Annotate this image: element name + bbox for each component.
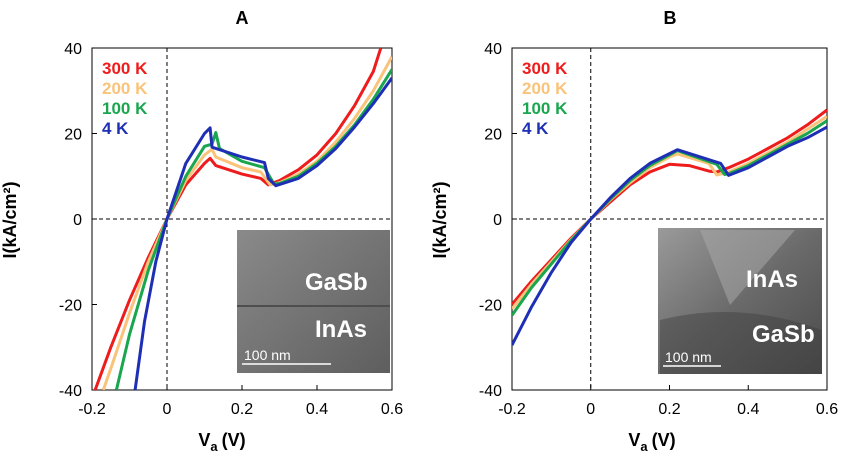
legend-entry: 300 K xyxy=(102,59,148,78)
legend-entry: 200 K xyxy=(102,79,148,98)
y-axis-label: I(kA/cm²) xyxy=(430,181,450,258)
x-tick-label: 0 xyxy=(586,401,595,418)
y-tick-label: -20 xyxy=(479,298,502,315)
x-tick-label: 0.2 xyxy=(658,401,680,418)
panel-title: A xyxy=(236,8,249,28)
x-axis-label: Va (V) xyxy=(628,430,675,454)
y-tick-label: 40 xyxy=(484,41,502,58)
x-tick-label: 0.4 xyxy=(306,401,328,418)
inset-texture xyxy=(660,312,822,374)
scale-bar-label: 100 nm xyxy=(244,347,291,363)
scale-bar-label: 100 nm xyxy=(665,349,712,365)
y-tick-label: 20 xyxy=(484,127,502,144)
inset-label-inas: InAs xyxy=(746,266,798,293)
x-tick-label: 0.6 xyxy=(381,401,403,418)
inset-texture xyxy=(700,230,795,305)
inset-label-gasb: GaSb xyxy=(305,269,368,296)
x-tick-label: -0.2 xyxy=(498,401,526,418)
x-tick-label: -0.2 xyxy=(78,401,106,418)
legend-entry: 200 K xyxy=(522,79,568,98)
series-line-200k xyxy=(101,55,392,390)
y-tick-label: -40 xyxy=(479,383,502,400)
legend-entry: 4 K xyxy=(522,119,549,138)
inset-label-inas: InAs xyxy=(315,316,367,343)
x-tick-label: 0.4 xyxy=(737,401,759,418)
x-tick-label: 0.6 xyxy=(816,401,838,418)
panel-title: B xyxy=(664,8,677,28)
y-tick-label: 0 xyxy=(73,212,82,229)
y-tick-label: 20 xyxy=(64,127,82,144)
y-tick-label: 40 xyxy=(64,41,82,58)
inset-label-gasb: GaSb xyxy=(752,321,815,348)
y-tick-label: -40 xyxy=(59,383,82,400)
legend-entry: 4 K xyxy=(102,119,129,138)
x-tick-label: 0.2 xyxy=(231,401,253,418)
series-line-4k xyxy=(512,125,827,346)
legend-entry: 300 K xyxy=(522,59,568,78)
series-line-300k xyxy=(93,48,383,390)
y-axis-label: I(kA/cm²) xyxy=(0,181,20,258)
y-tick-label: -20 xyxy=(59,298,82,315)
x-tick-label: 0 xyxy=(163,401,172,418)
tem-inset-image xyxy=(237,230,390,373)
y-tick-label: 0 xyxy=(493,212,502,229)
series-line-4k xyxy=(133,77,392,390)
legend-entry: 100 K xyxy=(522,99,568,118)
x-axis-label: Va (V) xyxy=(198,430,245,454)
legend-entry: 100 K xyxy=(102,99,148,118)
